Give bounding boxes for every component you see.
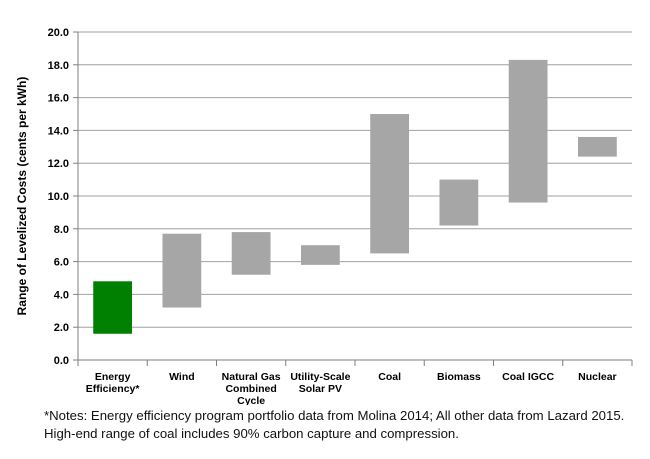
- levelized-cost-chart: 0.02.04.06.08.010.012.014.016.018.020.0 …: [15, 27, 633, 405]
- x-category-label-line: Biomass: [437, 371, 481, 383]
- range-bar: [439, 179, 479, 226]
- x-category-label: Biomass: [437, 371, 481, 383]
- y-tick-label: 16.0: [48, 93, 69, 105]
- x-category-label-line: Cycle: [237, 395, 265, 405]
- y-tick-label: 18.0: [48, 60, 69, 72]
- x-category-label-line: Efficiency*: [86, 383, 141, 395]
- x-category-label: Utility-Scale Solar PV: [290, 371, 350, 395]
- y-tick-label: 2.0: [54, 322, 69, 334]
- x-category-label: Nuclear: [578, 371, 617, 383]
- x-category-label: Coal IGCC: [502, 371, 554, 383]
- range-bar: [231, 232, 271, 275]
- y-tick-label: 10.0: [48, 191, 69, 203]
- y-tick-label: 8.0: [54, 224, 69, 236]
- y-axis-ticks: 0.0 2.0 4.0 6.0 8.0 10.0 12.0 14.0 16.0 18.0 20.0: [48, 27, 78, 367]
- x-category-label: Wind: [169, 371, 195, 383]
- x-category-label: Energy Efficiency*: [86, 371, 141, 395]
- range-bar: [508, 59, 548, 203]
- range-bar: [162, 233, 202, 308]
- x-category-label: Coal: [378, 371, 401, 383]
- x-category-label-line: Wind: [169, 371, 195, 383]
- x-category-label-line: Solar PV: [299, 383, 342, 395]
- range-bar: [93, 281, 133, 334]
- y-tick-label: 14.0: [48, 125, 69, 137]
- y-axis-label: Range of Levelized Costs (cents per kWh): [15, 77, 29, 316]
- notes-line-1: *Notes: Energy efficiency program portfo…: [44, 408, 625, 423]
- x-category-label-line: Natural Gas: [222, 371, 281, 383]
- axes: [77, 32, 633, 366]
- x-category-label: Natural Gas Combined Cycle: [222, 371, 281, 405]
- range-bar: [370, 114, 410, 254]
- y-tick-label: 6.0: [54, 257, 69, 269]
- x-category-label-line: Combined: [225, 383, 276, 395]
- y-tick-label: 12.0: [48, 158, 69, 170]
- notes-line-2: High-end range of coal includes 90% carb…: [44, 426, 459, 441]
- y-tick-label: 0.0: [54, 355, 69, 367]
- y-tick-label: 20.0: [48, 27, 69, 39]
- x-category-label-line: Energy: [95, 371, 131, 383]
- gridlines: [78, 31, 632, 328]
- x-category-label-line: Coal: [378, 371, 401, 383]
- notes: *Notes: Energy efficiency program portfo…: [44, 407, 644, 443]
- x-category-label-line: Utility-Scale: [290, 371, 350, 383]
- x-category-label-line: Nuclear: [578, 371, 617, 383]
- x-axis-labels: Energy Efficiency* Wind Natural Gas Combined…: [86, 371, 617, 405]
- range-bar: [577, 136, 617, 157]
- range-bars: [93, 59, 617, 334]
- range-bar: [300, 245, 340, 265]
- y-tick-label: 4.0: [54, 289, 69, 301]
- x-category-label-line: Coal IGCC: [502, 371, 554, 383]
